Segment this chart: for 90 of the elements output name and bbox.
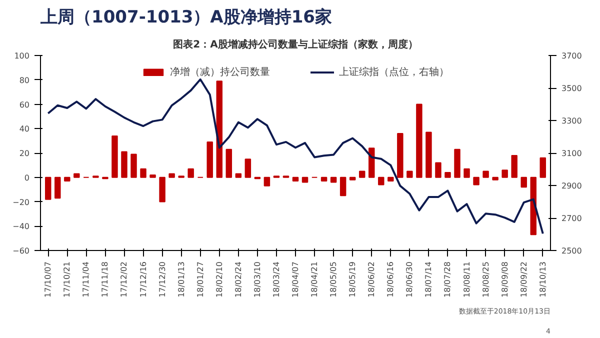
bar <box>349 176 356 180</box>
bar <box>492 176 498 180</box>
bar <box>406 170 413 178</box>
bar <box>188 168 194 178</box>
x-tick-label: 18/09/22 <box>519 261 528 298</box>
x-tick-label: 18/01/13 <box>176 261 186 298</box>
y-tick-label: 20 <box>19 149 30 158</box>
x-tick-label: 18/02/24 <box>234 261 243 298</box>
x-tick-label: 18/04/07 <box>291 261 300 298</box>
bar <box>216 80 222 178</box>
x-tick-label: 18/09/08 <box>500 261 510 298</box>
x-tick-label: 17/12/02 <box>120 261 129 298</box>
bar <box>444 172 451 178</box>
bar <box>226 148 232 178</box>
x-tick-label: 18/08/25 <box>481 261 490 298</box>
x-tick-label: 18/01/27 <box>196 261 205 298</box>
y-tick-label: 0 <box>24 173 30 182</box>
bar <box>54 176 61 199</box>
x-tick-label: 18/03/10 <box>252 261 262 298</box>
bar <box>378 176 384 186</box>
y2-tick-label: 2500 <box>562 246 582 256</box>
bar <box>159 176 166 202</box>
x-tick-label: 18/06/02 <box>367 261 376 298</box>
y-tick-label: 100 <box>14 52 30 60</box>
bar <box>112 135 118 178</box>
legend-label: 净增（减）持公司数量 <box>170 66 270 79</box>
x-tick-label: 17/11/18 <box>100 261 110 298</box>
chart-title: 上周（1007-1013）A股净增持16家 <box>40 8 332 28</box>
bar <box>473 176 480 186</box>
y-tick-label: −20 <box>12 198 30 207</box>
y2-tick-label: 2700 <box>562 214 582 223</box>
bar <box>454 148 460 178</box>
x-tick-label: 18/10/13 <box>538 261 548 298</box>
x-tick-label: 18/05/05 <box>329 261 338 298</box>
bar <box>320 176 328 182</box>
bar <box>520 176 527 188</box>
x-tick-label: 18/05/19 <box>348 261 358 298</box>
y2-tick-label: 2900 <box>562 182 582 190</box>
y2-tick-label: 3500 <box>562 84 582 93</box>
x-tick-label: 17/10/07 <box>44 261 53 298</box>
bar <box>168 173 175 178</box>
x-tick-label: 18/02/10 <box>214 261 224 298</box>
y2-tick-label: 3700 <box>562 52 582 60</box>
x-tick-label: 18/06/16 <box>386 261 396 298</box>
x-tick-label: 18/08/11 <box>462 261 472 298</box>
bar <box>64 176 70 182</box>
bar <box>511 154 518 178</box>
bar <box>121 151 128 178</box>
bar <box>416 104 422 178</box>
bar <box>206 142 213 178</box>
bar <box>482 170 489 178</box>
x-tick-label: 18/03/24 <box>272 261 281 298</box>
bar <box>130 154 137 178</box>
chart-subtitle: 图表2：A股增减持公司数量与上证综指（家数，周度） <box>173 38 418 50</box>
y-tick-label: 60 <box>19 100 30 110</box>
bar <box>302 176 308 183</box>
x-tick-label: 17/12/30 <box>158 261 167 298</box>
y-tick-label: −60 <box>12 246 30 256</box>
x-tick-label: 18/07/14 <box>424 261 434 298</box>
x-tick-label: 18/07/28 <box>443 261 452 298</box>
bar <box>150 174 156 178</box>
bar <box>140 168 146 178</box>
bar <box>330 176 337 183</box>
bar <box>44 176 52 200</box>
bar <box>235 173 242 178</box>
x-tick-label: 17/12/16 <box>138 261 148 298</box>
x-tick-label: 18/06/30 <box>405 261 414 298</box>
bar <box>464 168 470 178</box>
bar <box>340 176 346 196</box>
x-tick-label: 17/10/21 <box>62 261 72 298</box>
bar <box>244 158 252 178</box>
y2-tick-label: 3300 <box>562 116 582 126</box>
bar <box>435 162 442 178</box>
bar <box>264 176 270 186</box>
x-tick-label: 18/04/21 <box>310 261 320 298</box>
bar <box>540 157 546 178</box>
line-series <box>47 78 544 235</box>
x-tick-label: 17/11/04 <box>82 261 91 298</box>
y-tick-label: −40 <box>12 222 30 232</box>
bar <box>388 176 394 182</box>
legend-label: 上证综指（点位，右轴） <box>339 66 449 79</box>
bar <box>397 133 404 178</box>
bar <box>358 170 366 178</box>
bar <box>74 173 80 178</box>
bar <box>502 170 508 178</box>
y2-tick-label: 3100 <box>562 149 582 158</box>
y-tick-label: 40 <box>19 124 30 134</box>
bar <box>292 176 299 182</box>
bar <box>426 132 432 178</box>
y-tick-label: 80 <box>19 76 30 85</box>
